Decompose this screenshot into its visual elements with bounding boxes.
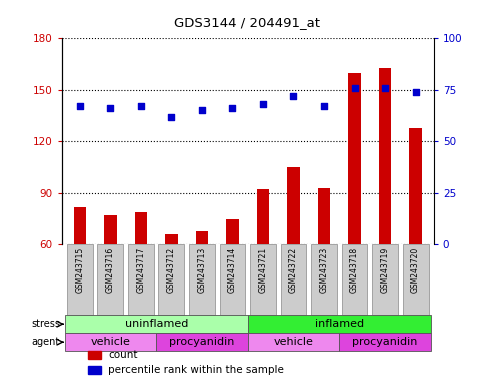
Text: vehicle: vehicle: [274, 337, 314, 347]
Text: procyanidin: procyanidin: [169, 337, 235, 347]
Text: GDS3144 / 204491_at: GDS3144 / 204491_at: [174, 16, 319, 29]
FancyBboxPatch shape: [128, 244, 154, 315]
Point: [320, 103, 328, 109]
Text: GSM243719: GSM243719: [381, 247, 389, 293]
FancyBboxPatch shape: [65, 333, 156, 351]
FancyBboxPatch shape: [247, 315, 431, 333]
FancyBboxPatch shape: [158, 244, 184, 315]
Point: [198, 108, 206, 114]
FancyBboxPatch shape: [98, 244, 123, 315]
FancyBboxPatch shape: [342, 244, 367, 315]
FancyBboxPatch shape: [156, 333, 247, 351]
Bar: [135, 212, 147, 244]
FancyBboxPatch shape: [247, 333, 339, 351]
FancyBboxPatch shape: [339, 333, 431, 351]
FancyBboxPatch shape: [311, 244, 337, 315]
Bar: [196, 231, 208, 244]
Text: GSM243717: GSM243717: [137, 247, 145, 293]
Text: GSM243713: GSM243713: [198, 247, 207, 293]
Text: GSM243721: GSM243721: [258, 247, 268, 293]
Text: vehicle: vehicle: [91, 337, 130, 347]
Text: GSM243720: GSM243720: [411, 247, 420, 293]
Text: uninflamed: uninflamed: [125, 319, 188, 329]
Bar: [257, 189, 269, 244]
FancyBboxPatch shape: [219, 244, 246, 315]
Text: GSM243714: GSM243714: [228, 247, 237, 293]
Text: agent: agent: [32, 337, 60, 347]
Text: inflamed: inflamed: [315, 319, 364, 329]
Bar: [349, 73, 360, 244]
Point: [289, 93, 297, 99]
FancyBboxPatch shape: [250, 244, 276, 315]
Bar: [318, 188, 330, 244]
FancyBboxPatch shape: [65, 315, 247, 333]
Bar: [105, 215, 116, 244]
Bar: [409, 127, 422, 244]
Text: GSM243723: GSM243723: [319, 247, 328, 293]
Text: stress: stress: [31, 319, 60, 329]
FancyBboxPatch shape: [403, 244, 428, 315]
Point: [229, 105, 237, 111]
Bar: [165, 234, 177, 244]
FancyBboxPatch shape: [372, 244, 398, 315]
Point: [106, 105, 114, 111]
Point: [137, 103, 145, 109]
Point: [381, 85, 389, 91]
Text: GSM243712: GSM243712: [167, 247, 176, 293]
Text: GSM243716: GSM243716: [106, 247, 115, 293]
FancyBboxPatch shape: [189, 244, 215, 315]
Bar: [287, 167, 300, 244]
Point: [168, 114, 176, 120]
Bar: [88, 351, 101, 359]
FancyBboxPatch shape: [281, 244, 307, 315]
Text: percentile rank within the sample: percentile rank within the sample: [108, 365, 284, 375]
Bar: [88, 366, 101, 374]
FancyBboxPatch shape: [67, 244, 93, 315]
Bar: [379, 68, 391, 244]
Text: GSM243722: GSM243722: [289, 247, 298, 293]
Text: procyanidin: procyanidin: [352, 337, 418, 347]
Text: GSM243715: GSM243715: [75, 247, 84, 293]
Bar: [226, 218, 239, 244]
Text: count: count: [108, 350, 138, 360]
Point: [259, 101, 267, 108]
Point: [412, 89, 420, 95]
Bar: [74, 207, 86, 244]
Point: [76, 103, 84, 109]
Point: [351, 85, 358, 91]
Text: GSM243718: GSM243718: [350, 247, 359, 293]
